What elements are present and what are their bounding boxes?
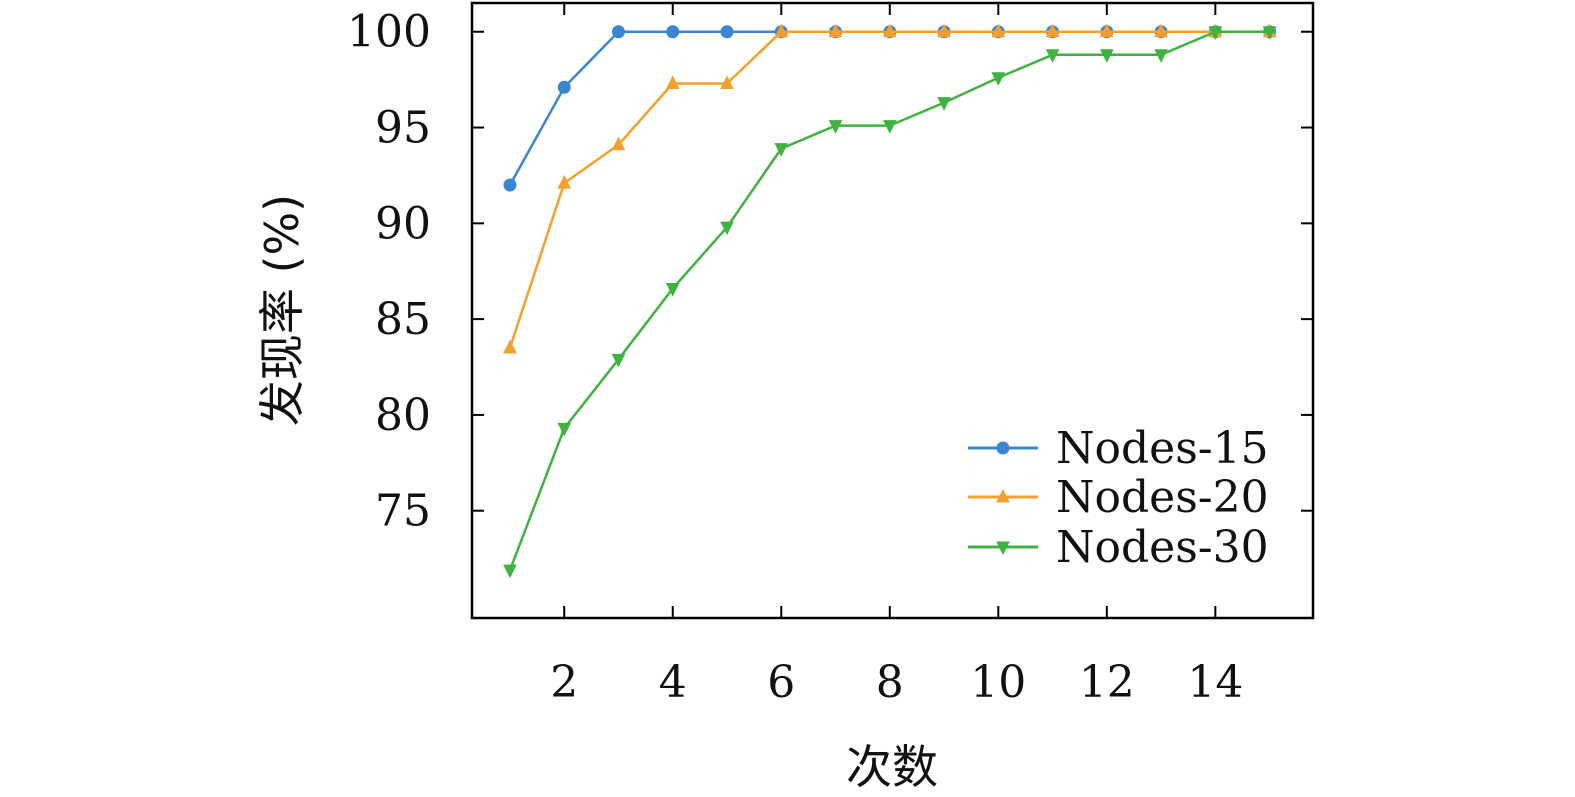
x-axis-title: 次数: [846, 740, 938, 794]
plot-frame: [470, 1, 1315, 620]
legend-label: Nodes-20: [1056, 472, 1269, 523]
legend-label: Nodes-15: [1056, 423, 1269, 474]
tick-labels: 2 4 6 8 10 12 14 75 80 85 90 95 100: [347, 7, 1243, 708]
data-point: [720, 75, 734, 89]
data-point: [1100, 23, 1114, 38]
data-point: [611, 353, 626, 368]
legend-label: Nodes-30: [1056, 522, 1269, 573]
legend-entry: Nodes-30: [968, 522, 1269, 573]
data-point: [665, 75, 680, 89]
data-point: [665, 282, 680, 297]
legend-entry: Nodes-20: [968, 472, 1269, 523]
data-point: [1100, 49, 1114, 63]
data-point: [1208, 26, 1223, 40]
legend-swatch-marker: [996, 488, 1010, 503]
data-point: [774, 23, 789, 38]
y-axis-title: 发现率 (%): [255, 194, 309, 426]
y-tick-label: 90: [375, 198, 431, 249]
y-tick-label: 80: [375, 390, 431, 441]
legend-swatch-marker: [996, 441, 1010, 455]
data-point: [611, 136, 626, 151]
x-tick-label: 10: [970, 657, 1026, 708]
legend-entry: Nodes-15: [968, 423, 1269, 474]
series-line: [508, 30, 1270, 349]
data-point: [557, 80, 571, 94]
y-tick-label: 85: [375, 294, 431, 345]
legend-swatch-marker: [996, 541, 1010, 556]
series-lines: [503, 23, 1277, 579]
x-tick-label: 4: [659, 657, 687, 708]
data-point: [503, 178, 517, 192]
data-point: [1154, 49, 1168, 63]
y-tick-label: 100: [347, 7, 431, 58]
data-point: [937, 97, 951, 111]
data-point: [828, 23, 843, 38]
data-point: [828, 120, 843, 134]
series-nodes-20: [503, 23, 1277, 354]
data-point: [666, 25, 680, 39]
x-tick-label: 12: [1079, 657, 1135, 708]
data-point: [937, 23, 951, 38]
data-point: [1045, 49, 1060, 63]
x-tick-label: 6: [767, 657, 795, 708]
data-point: [503, 339, 517, 354]
data-point: [503, 564, 517, 579]
data-point: [557, 174, 572, 189]
data-point: [611, 25, 625, 39]
data-point: [720, 25, 734, 39]
data-point: [774, 143, 789, 157]
series-nodes-30: [503, 26, 1277, 579]
data-point: [720, 221, 734, 236]
data-point: [882, 23, 897, 38]
y-tick-label: 95: [375, 103, 431, 154]
data-point: [882, 120, 897, 134]
x-tick-label: 2: [550, 657, 578, 708]
data-point: [1262, 26, 1277, 40]
data-point: [557, 422, 572, 437]
x-tick-label: 8: [876, 657, 904, 708]
data-point: [991, 72, 1006, 86]
axis-ticks: [472, 3, 1313, 618]
x-tick-label: 14: [1187, 657, 1243, 708]
data-point: [1154, 23, 1168, 38]
data-point: [991, 23, 1006, 38]
y-tick-label: 75: [375, 486, 431, 537]
data-point: [1045, 23, 1060, 38]
